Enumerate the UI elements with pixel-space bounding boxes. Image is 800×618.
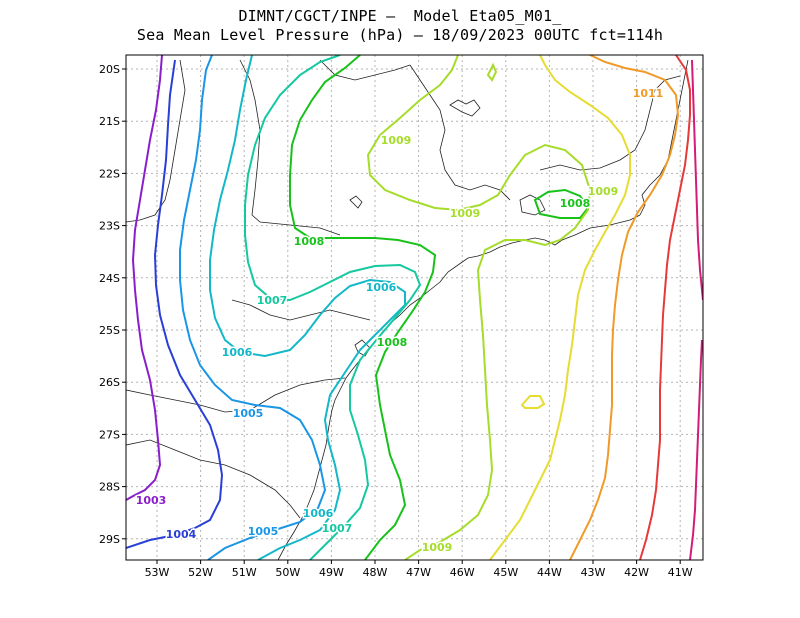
lon-tick-label: 53W (145, 566, 170, 579)
lat-lon-grid (126, 55, 703, 560)
lat-tick-label: 24S (99, 272, 120, 285)
state-border (126, 59, 186, 223)
isobar-label-1003: 1003 (136, 494, 167, 507)
lon-tick-label: 46W (450, 566, 475, 579)
state-border (319, 59, 411, 81)
coastline (277, 214, 641, 560)
isobar-1003 (126, 55, 163, 501)
lon-tick-label: 43W (581, 566, 606, 579)
isobar-1008 (289, 55, 437, 560)
lat-tick-label: 27S (99, 428, 120, 441)
map-title-line1: DIMNT/CGCT/INPE – Model Eta05_M01_ (238, 7, 562, 25)
lon-tick-label: 42W (624, 566, 649, 579)
isobar-1010 (489, 55, 631, 560)
lat-tick-label: 23S (99, 220, 120, 233)
lat-tick-label: 22S (99, 167, 120, 180)
lon-tick-label: 50W (275, 566, 300, 579)
lon-tick-label: 44W (537, 566, 562, 579)
isobar-1004 (126, 59, 224, 549)
isobar-1005 (179, 55, 327, 560)
state-border (409, 64, 511, 201)
reservoir (349, 195, 363, 209)
lon-tick-label: 51W (232, 566, 257, 579)
bay-detail (519, 194, 546, 216)
isobar-1010-blob (520, 395, 546, 409)
isobar-label-1008: 1008 (294, 235, 325, 248)
isobar-label-1007: 1007 (257, 294, 288, 307)
isobar-label-1006: 1006 (366, 281, 397, 294)
isobar-1013-north (691, 59, 703, 301)
state-border (231, 299, 371, 321)
lat-tick-label: 26S (99, 376, 120, 389)
lat-tick-label: 25S (99, 324, 120, 337)
isobar-1009-blob (486, 62, 498, 82)
state-border (539, 75, 681, 171)
lon-tick-label: 52W (188, 566, 213, 579)
isobar-label-1011: 1011 (633, 87, 664, 100)
map-title-line2: Sea Mean Level Pressure (hPa) – 18/09/20… (136, 26, 664, 44)
isobar-label-1009: 1009 (381, 134, 412, 147)
isobar-1012 (639, 55, 691, 560)
isobar-1009 (366, 55, 592, 560)
state-border (126, 377, 346, 413)
lon-tick-label: 47W (406, 566, 431, 579)
lat-tick-label: 28S (99, 481, 120, 494)
lat-tick-label: 21S (99, 115, 120, 128)
lon-tick-label: 48W (363, 566, 388, 579)
isobar-label-1009: 1009 (450, 207, 481, 220)
isobar-label-1009: 1009 (588, 185, 619, 198)
lat-tick-label: 29S (99, 533, 120, 546)
isobar-label-1005: 1005 (248, 525, 279, 538)
map-frame (125, 54, 704, 561)
state-border (239, 59, 341, 236)
lon-tick-label: 45W (493, 566, 518, 579)
isobar-label-1008: 1008 (377, 336, 408, 349)
isobar-label-1008: 1008 (560, 197, 591, 210)
reservoir (449, 99, 481, 117)
isobar-label-1009: 1009 (422, 541, 453, 554)
isobar-label-1006: 1006 (222, 346, 253, 359)
isobar-1006 (209, 55, 406, 560)
lon-tick-label: 41W (668, 566, 693, 579)
isobar-label-1004: 1004 (166, 528, 197, 541)
axis-ticks: 53W 52W 51W 50W 49W 48W 47W 46W 45W 44W 43W 42W 41W 2… (99, 63, 693, 579)
isobar-label-1006: 1006 (303, 507, 334, 520)
coastline-north (639, 59, 689, 216)
lon-tick-label: 49W (319, 566, 344, 579)
isobar-1011 (569, 55, 680, 560)
isobar-1007 (244, 55, 422, 560)
isobar-1013 (689, 339, 703, 560)
lat-tick-label: 20S (99, 63, 120, 76)
isobar-label-1007: 1007 (322, 522, 353, 535)
isobar-label-1005: 1005 (233, 407, 264, 420)
